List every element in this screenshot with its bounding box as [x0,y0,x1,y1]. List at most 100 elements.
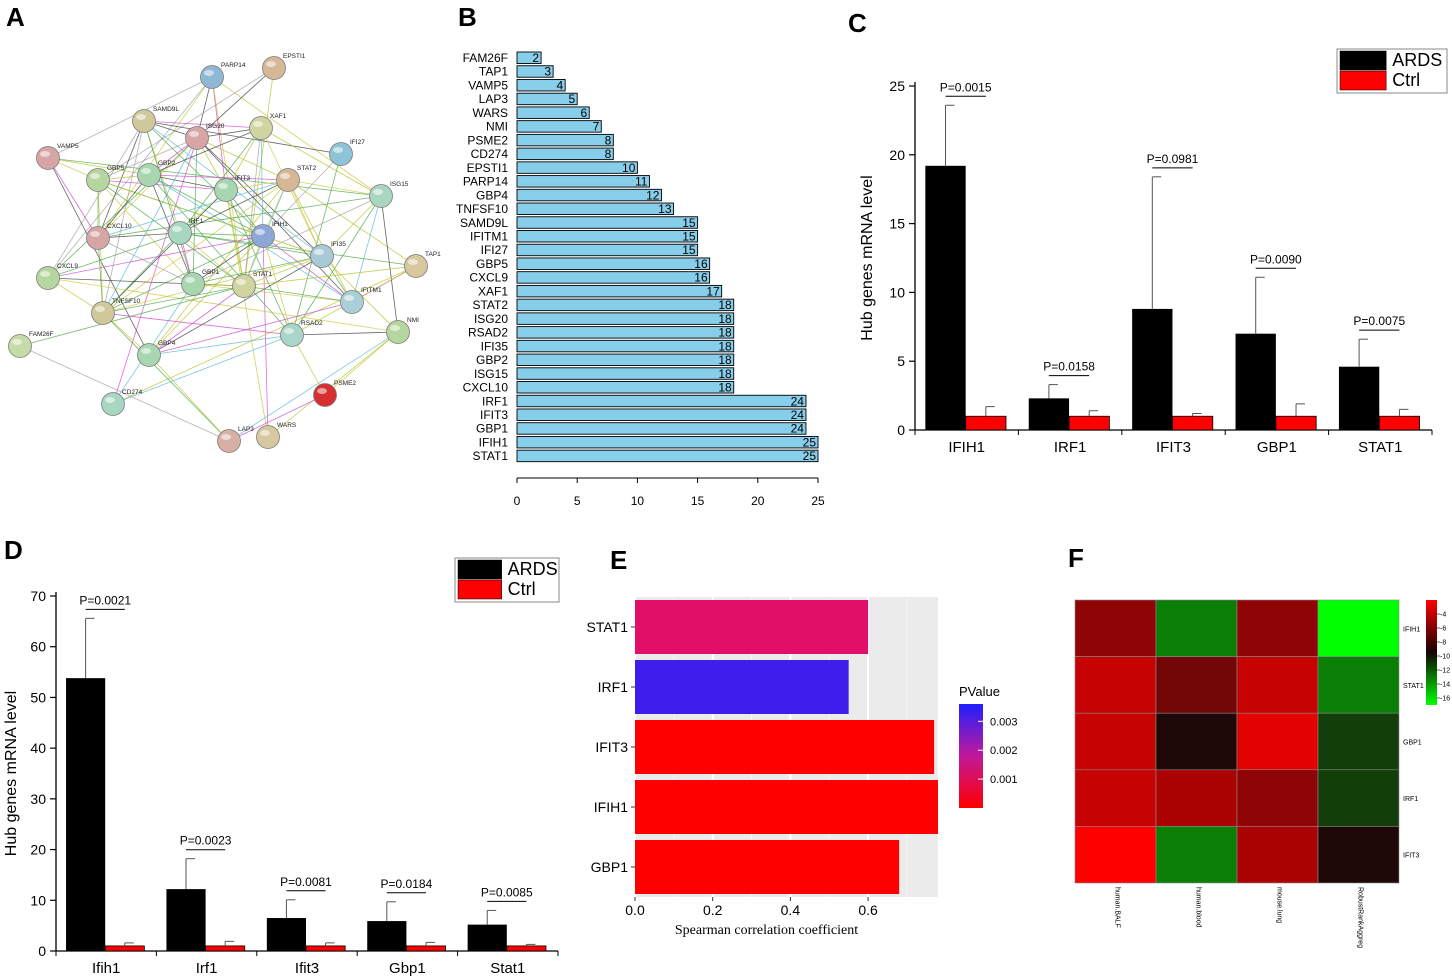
x-tick-label: Ifit3 [295,960,319,977]
bar-rect [516,243,699,257]
p-value-label: P=0.0015 [940,80,992,94]
network-edge [262,153,342,237]
x-tick-label: 25 [811,494,825,508]
bar-cxcl9: 16 CXCL9 [469,271,711,285]
degree-bar-chart: 2 FAM26F 3 TAP1 4 VAMP5 5 LAP3 6 WARS 7 NMI 8 PSME2 8 C… [456,51,825,508]
heatmap-cell-ifit3-human-blood [1155,826,1238,884]
group-irf1: P=0.0023 Irf1 [166,834,246,977]
ards-bar [1028,398,1070,430]
y-tick-label: 60 [30,639,46,655]
x-tick-label: Stat1 [490,960,525,977]
y-tick-label: 10 [889,284,905,300]
bar-epsti1: 10 EPSTI1 [467,161,638,175]
network-edge [196,67,275,139]
bar-value-label: 15 [682,243,696,257]
node-highlight [408,259,418,265]
network-edge [102,312,293,336]
network-edge [47,157,150,176]
colorbar-tick-label: -10 [1440,654,1450,661]
network-edge [97,67,275,181]
category-label: GBP1 [591,859,629,875]
colorbar-tick-label: 0.001 [990,774,1018,786]
network-edge [102,120,145,314]
network-edge [243,255,323,287]
network-edge [148,301,353,356]
node-highlight [95,306,105,312]
node-label: IRF1 [189,218,203,225]
colorbar-tick-label: -8 [1440,640,1446,647]
category-label: XAF1 [478,284,508,298]
mouse-mrna-bar-chart: 0 10 20 30 40 50 60 70 Hub genes mRNA level P=0.0… [3,557,560,977]
network-edge [262,235,293,336]
node-label: GBP1 [202,269,220,276]
bar-gbp2: 18 GBP2 [476,353,735,367]
bar-rect [516,51,542,64]
node-gbp1: GBP1 [181,269,220,296]
bar-value-label: 12 [646,188,660,202]
network-edge [97,137,198,181]
ctrl-bar [1172,415,1214,431]
bar-cd274: 8 CD274 [471,147,614,161]
node-highlight [333,147,343,153]
x-tick-label: 0.6 [858,902,878,918]
node-label: LAP3 [238,426,254,433]
category-label: IFIH1 [479,435,509,449]
network-edge [148,174,227,191]
ctrl-bar [405,945,446,952]
bar-rect [635,600,869,654]
network-panel: PARP14 EPSTI1 SAMD9L ISG20 XAF1 IFI27 VAMP5 GBP… [8,53,441,453]
p-value-label: P=0.0090 [1250,252,1302,266]
bar-wars: 6 WARS [472,106,590,120]
category-label: CXCL10 [463,381,509,395]
node-parp14: PARP14 [200,62,246,89]
ards-bar [66,678,106,951]
ards-bar [925,165,966,431]
bar-value-label: 17 [706,284,720,298]
y-tick-label: 50 [30,689,46,705]
node-highlight [266,61,276,67]
ctrl-bar [1068,415,1110,431]
node-tap1: TAP1 [404,251,441,278]
bar-rect [516,216,699,229]
node-ifi35: IFI35 [310,241,346,268]
network-edge [260,127,323,257]
node-vamp5: VAMP5 [36,143,79,170]
node-label: NMI [407,317,419,324]
node-isg15: ISG15 [369,181,409,208]
node-highlight [90,231,100,237]
node-label: GBP4 [158,340,176,347]
node-lap3: LAP3 [217,426,254,453]
network-edge [47,232,181,279]
heatmap-cell-stat1-mouse-lung [1236,656,1319,714]
network-edge [192,283,353,303]
network-edge [102,312,230,442]
bar-value-label: 24 [791,408,805,422]
heatmap-cell-ifit3-human-balf [1074,826,1157,884]
bar-gbp4: 12 GBP4 [476,188,662,202]
rra-heatmap: IFIH1 STAT1 GBP1 IRF1 IFIT3 human.BALF human.b… [1074,599,1450,948]
legend-label-ctrl: Ctrl [508,579,536,599]
heatmap-colorbar [1426,600,1437,705]
bar-ifit3: IFIT3 [595,720,935,774]
heatmap-cell-ifih1-mouse-lung [1236,599,1319,657]
network-edge [179,232,245,287]
bar-rect [516,257,711,270]
ards-bar [1132,308,1173,430]
node-label: STAT1 [253,271,273,278]
x-tick-label: Ifih1 [92,960,120,977]
x-tick-label: IRF1 [1054,439,1087,456]
network-edge [267,331,399,438]
panel-label-a: A [6,2,25,32]
network-edge [112,334,293,405]
category-label: LAP3 [479,92,509,106]
bar-cxcl10: 18 CXCL10 [463,381,735,395]
bar-value-label: 15 [682,216,696,230]
group-stat1: P=0.0075 STAT1 [1338,314,1420,456]
bar-rect [516,92,578,106]
panel-label-f: F [1068,543,1084,573]
network-edge [225,189,269,438]
network-edge [351,195,382,303]
node-ifit3: IFIT3 [214,175,251,202]
node-cxcl9: CXCL9 [36,263,78,290]
